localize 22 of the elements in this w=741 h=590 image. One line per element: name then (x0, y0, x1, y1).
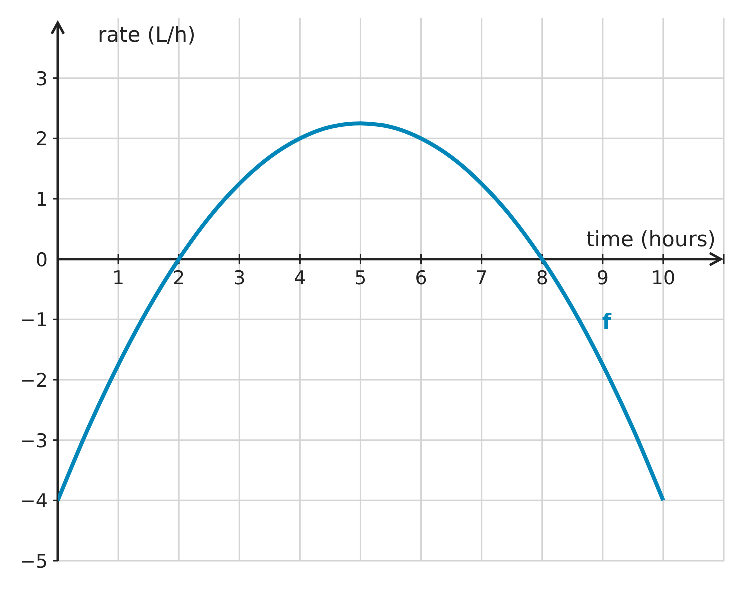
y-tick-label: 0 (36, 249, 48, 272)
x-tick-label: 6 (415, 267, 428, 290)
series-label: f (602, 310, 612, 334)
x-tick-label: 2 (173, 267, 186, 290)
x-tick-label: 8 (536, 267, 548, 290)
y-axis-title: rate (L/h) (98, 23, 196, 47)
y-tick-label: −5 (20, 551, 48, 573)
y-tick-label: −2 (20, 370, 48, 392)
y-tick-label: −1 (20, 310, 48, 332)
y-tick-label: 2 (36, 128, 48, 151)
y-tick-label: 1 (36, 189, 48, 211)
x-tick-label: 9 (596, 267, 609, 290)
x-tick-label: 3 (234, 267, 246, 290)
x-tick-label: 7 (476, 267, 488, 290)
x-tick-label: 1 (112, 267, 125, 290)
y-tick-label: −4 (20, 490, 48, 513)
y-tick-label: −3 (20, 430, 48, 452)
x-tick-label: 10 (651, 267, 676, 290)
x-tick-label: 4 (294, 267, 306, 290)
x-tick-label: 5 (354, 267, 367, 290)
x-axis-title: time (hours) (586, 227, 716, 252)
y-tick-label: 3 (36, 68, 48, 90)
